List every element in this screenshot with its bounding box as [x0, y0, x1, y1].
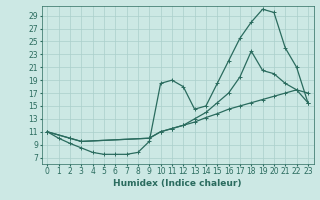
X-axis label: Humidex (Indice chaleur): Humidex (Indice chaleur) [113, 179, 242, 188]
